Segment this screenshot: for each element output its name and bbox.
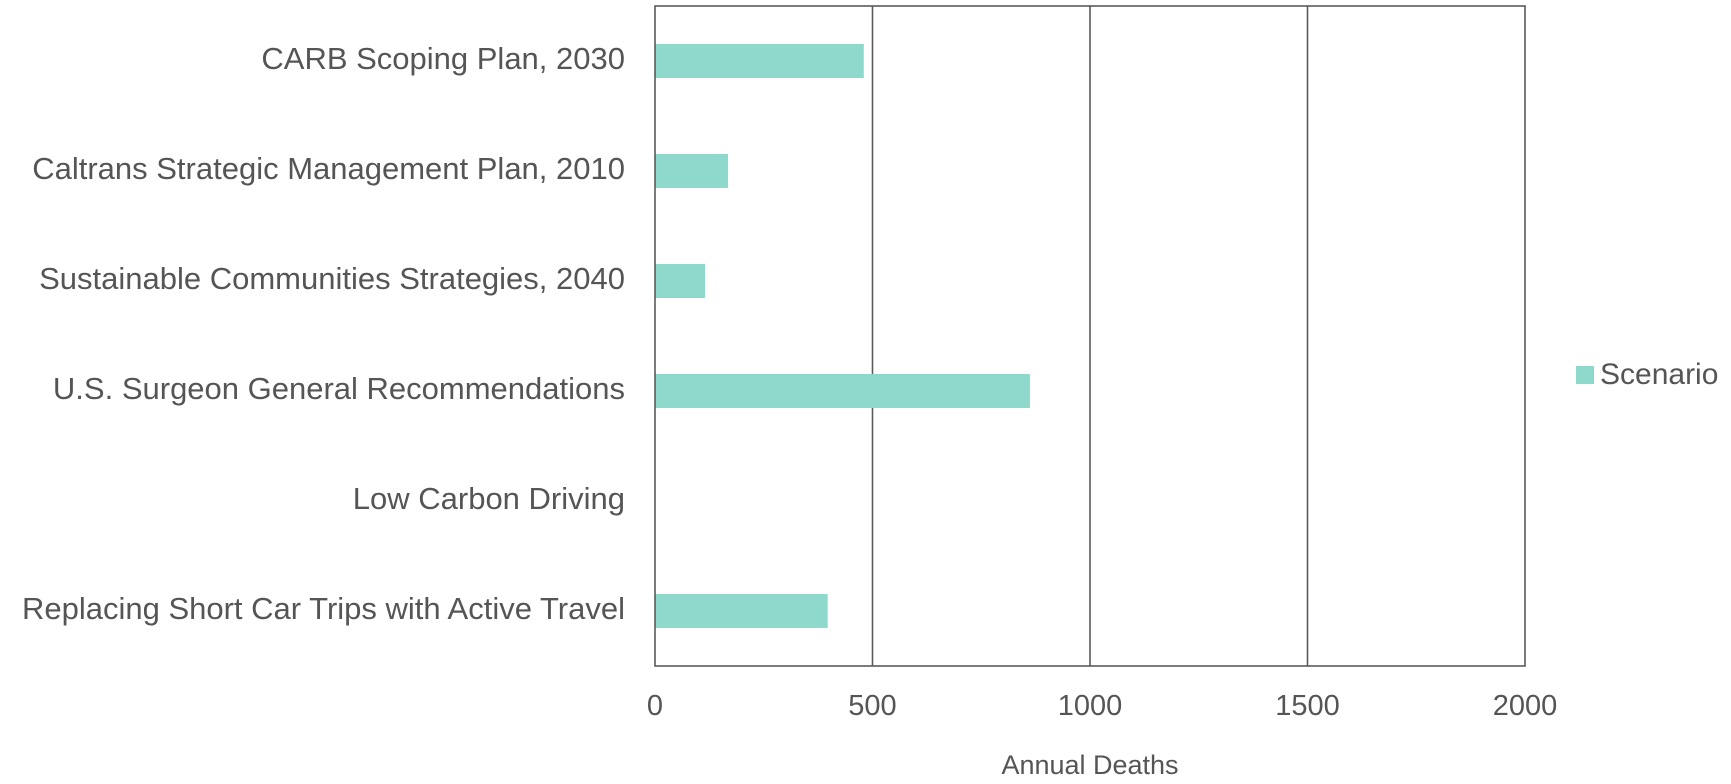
category-label: Caltrans Strategic Management Plan, 2010 [32,151,625,186]
bar-layer [655,44,1030,628]
legend: Scenario [1576,358,1718,391]
bar [655,44,864,78]
category-label: Sustainable Communities Strategies, 2040 [39,261,625,296]
x-tick-label: 0 [647,690,663,722]
legend-swatch [1576,366,1594,384]
category-label: Low Carbon Driving [353,481,625,516]
x-tick-label: 500 [848,690,896,722]
bar [655,264,706,298]
category-labels: CARB Scoping Plan, 2030 Caltrans Strategi… [22,41,625,626]
x-tick-label: 1000 [1058,690,1123,722]
x-tick-labels: 0 500 1000 1500 2000 [647,690,1557,722]
x-tick-label: 2000 [1493,690,1558,722]
category-label: Replacing Short Car Trips with Active Tr… [22,591,625,626]
x-tick-label: 1500 [1275,690,1340,722]
bar [655,594,828,628]
category-label: CARB Scoping Plan, 2030 [261,41,625,76]
grid-layer [871,6,1309,666]
bar [655,374,1030,408]
bar [655,154,729,188]
category-label: U.S. Surgeon General Recommendations [53,371,625,406]
x-axis-title: Annual Deaths [1001,750,1178,780]
plot-frame [654,5,1526,667]
legend-label: Scenario [1600,358,1718,391]
